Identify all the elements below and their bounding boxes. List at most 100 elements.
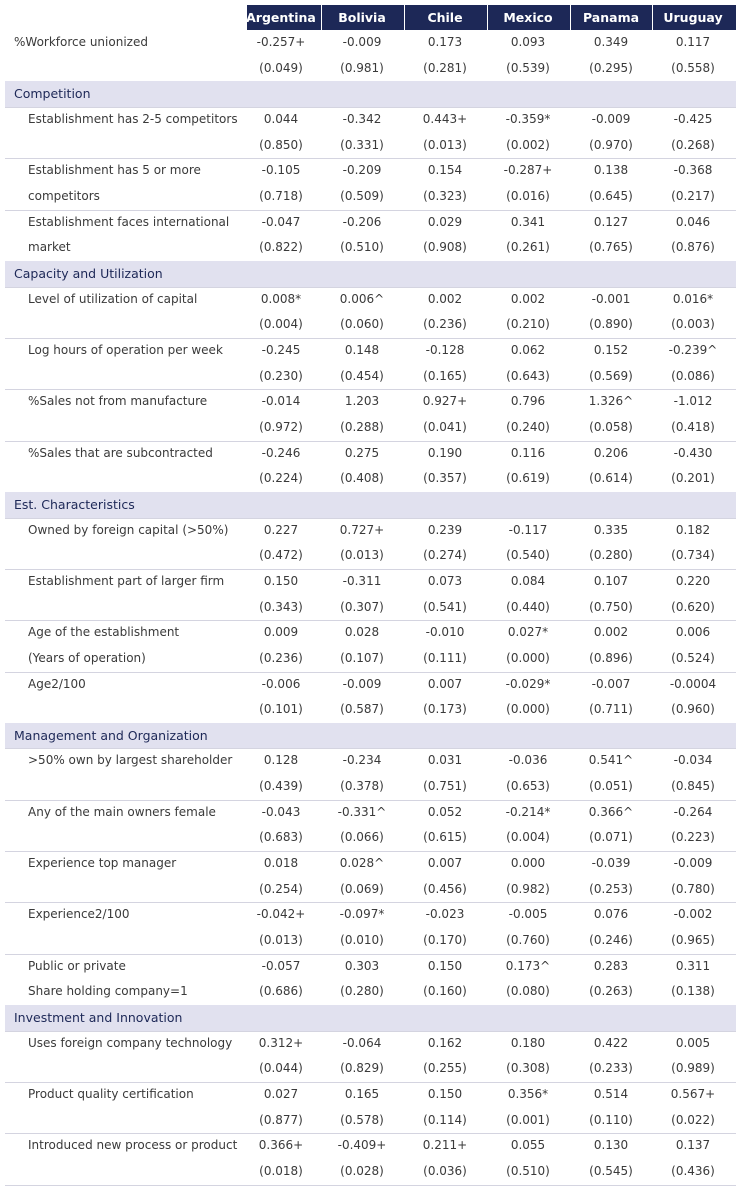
coefficient: -0.005 [508,907,548,922]
p-value: (0.509) [340,188,384,203]
row-label: %Sales that are subcontracted [28,445,213,460]
p-value: (0.274) [423,548,467,563]
p-value: (0.069) [340,881,384,896]
p-value: (0.876) [671,240,715,255]
coefficient: -0.311 [342,573,382,588]
p-value: (0.850) [259,137,303,152]
p-value: (0.750) [589,599,633,614]
coefficient: 0.366^ [588,804,634,819]
coefficient: 0.567+ [670,1087,716,1102]
coefficient: 0.275 [344,445,380,460]
coefficient: 1.203 [344,394,380,409]
p-value: (0.000) [506,650,550,665]
p-value: (0.308) [506,1061,550,1076]
row-rule [5,1082,736,1084]
coefficient: -0.001 [591,291,631,306]
coefficient: 0.514 [593,1087,629,1102]
p-value: (0.013) [423,137,467,152]
coefficient: 0.180 [510,1035,546,1050]
p-value: (0.686) [259,984,303,999]
p-value: (0.160) [423,984,467,999]
p-value: (0.013) [259,933,303,948]
p-value: (0.653) [506,779,550,794]
p-value: (0.036) [423,1164,467,1179]
coefficient: -0.245 [261,342,301,357]
p-value: (0.540) [506,548,550,563]
p-value: (0.587) [340,702,384,717]
row-rule [5,671,736,673]
coefficient: -0.039 [591,856,631,871]
p-value: (0.620) [671,599,715,614]
p-value: (0.041) [423,419,467,434]
coefficient: 0.154 [427,163,463,178]
p-value: (0.004) [259,317,303,332]
p-value: (0.210) [506,317,550,332]
coefficient: -0.264 [673,804,713,819]
row-label: Uses foreign company technology [28,1035,233,1050]
p-value: (0.454) [340,368,384,383]
coefficient: 0.150 [263,573,299,588]
row-label: Introduced new process or product [28,1138,238,1153]
p-value: (0.138) [671,984,715,999]
coefficient: -0.034 [673,753,713,768]
p-value: (0.001) [506,1112,550,1127]
coefficient: -0.009 [591,111,631,126]
section-title: Management and Organization [14,727,208,743]
p-value: (0.896) [589,650,633,665]
coefficient: 0.283 [593,958,629,973]
row-label: Age2/100 [28,676,86,691]
row-rule [5,953,736,955]
coefficient: 0.027 [263,1087,299,1102]
column-divider [570,5,571,30]
coefficient: 0.008* [260,291,302,306]
p-value: (0.331) [340,137,384,152]
row-label: Owned by foreign capital (>50%) [28,522,229,537]
coefficient: 0.137 [675,1138,711,1153]
row-rule [5,106,736,108]
p-value: (0.240) [506,419,550,434]
p-value: (0.173) [423,702,467,717]
coefficient: 0.165 [344,1087,380,1102]
p-value: (0.253) [589,881,633,896]
column-header: Bolivia [338,10,386,25]
coefficient: 0.303 [344,958,380,973]
p-value: (0.440) [506,599,550,614]
row-rule [5,286,736,288]
column-divider [652,5,653,30]
section-band [5,491,736,518]
row-rule [5,158,736,160]
column-divider [487,5,488,30]
coefficient: 0.220 [675,573,711,588]
coefficient: 0.117 [675,35,711,49]
coefficient: 0.002 [593,625,629,640]
coefficient: 0.148 [344,342,380,357]
p-value: (0.013) [340,548,384,563]
p-value: (0.734) [671,548,715,563]
p-value: (0.539) [506,60,550,75]
row-rule [5,1030,736,1032]
row-label: (Years of operation) [28,650,146,665]
coefficient: -0.010 [425,625,465,640]
coefficient: 0.028^ [339,856,385,871]
section-title: Competition [14,86,91,102]
p-value: (0.981) [340,60,384,75]
p-value: (0.086) [671,368,715,383]
p-value: (0.578) [340,1112,384,1127]
coefficient: 0.138 [593,163,629,178]
row-rule [5,568,736,570]
row-label: Experience2/100 [28,907,130,922]
coefficient: -0.007 [591,676,631,691]
coefficient: 0.312+ [258,1035,304,1050]
p-value: (0.107) [340,650,384,665]
coefficient: 0.796 [510,394,546,409]
p-value: (0.989) [671,1061,715,1076]
p-value: (0.619) [506,471,550,486]
coefficient: -0.425 [673,111,713,126]
coefficient: -0.029* [505,676,551,691]
coefficient: 0.173^ [505,958,551,973]
section-title: Est. Characteristics [14,496,135,512]
coefficient: 0.046 [675,214,711,229]
coefficient: -0.128 [425,342,465,357]
p-value: (0.044) [259,1061,303,1076]
p-value: (0.002) [506,137,550,152]
